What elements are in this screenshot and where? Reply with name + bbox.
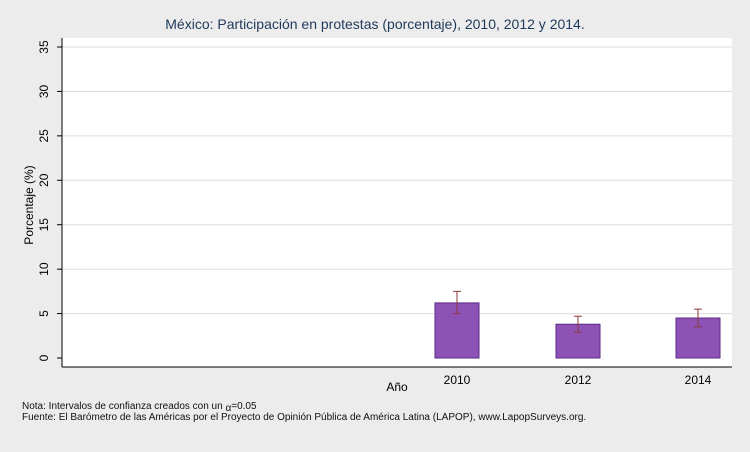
chart-title: México: Participación en protestas (porc… [165, 16, 585, 32]
x-axis-label: Año [386, 380, 408, 394]
plot-background [62, 38, 732, 367]
x-tick-label-2012: 2012 [565, 373, 592, 387]
bar-2010 [434, 302, 480, 359]
source-line: Fuente: El Barómetro de las Américas por… [22, 412, 587, 423]
note-suffix: =0.05 [231, 401, 257, 412]
note-prefix: Nota: Intervalos de confianza creados co… [22, 401, 226, 412]
y-tick-label: 25 [37, 129, 51, 143]
x-tick-label-2010: 2010 [444, 373, 471, 387]
y-tick-label: 30 [37, 84, 51, 98]
chart-area: 0 5 10 15 20 25 30 35 Porcentaje (%) Año 2010 2012 2… [22, 38, 732, 394]
alpha-symbol: α [225, 403, 232, 414]
y-tick-label: 10 [37, 262, 51, 276]
note-line: Nota: Intervalos de confianza creados co… [22, 401, 257, 414]
bar-chart: 0 5 10 15 20 25 30 35 Porcentaje (%) Año 2010 2012 2… [22, 38, 732, 394]
y-tick-label: 35 [37, 40, 51, 54]
y-tick-label: 5 [37, 310, 51, 317]
y-axis-label: Porcentaje (%) [22, 165, 36, 244]
y-tick-label: 20 [37, 173, 51, 187]
x-tick-label-2014: 2014 [685, 373, 712, 387]
y-tick-label: 15 [37, 218, 51, 232]
y-tick-label: 0 [37, 354, 51, 361]
